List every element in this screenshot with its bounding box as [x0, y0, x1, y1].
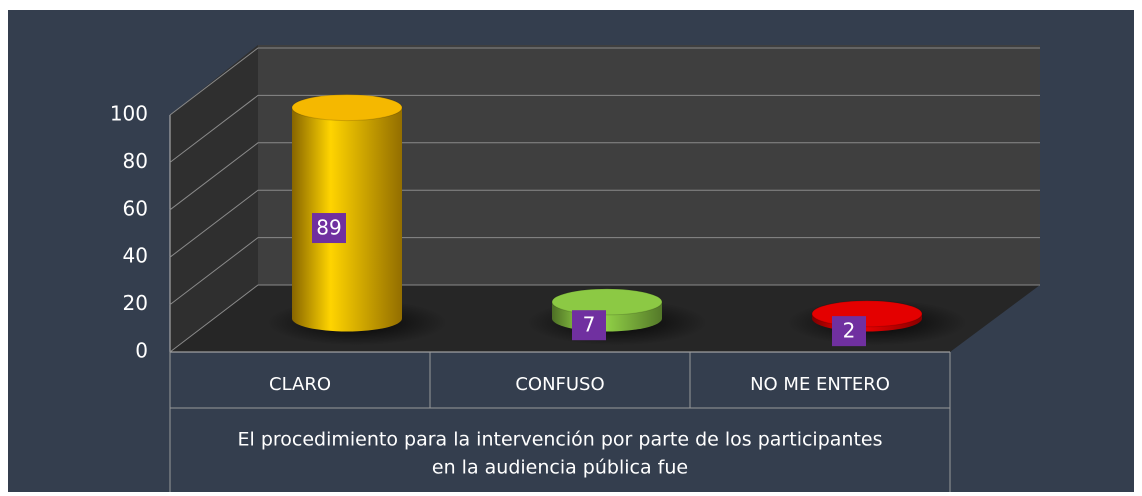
x-axis-label: en la audiencia pública fue [432, 457, 688, 479]
value-label: 7 [583, 313, 596, 337]
grid-line [169, 142, 1040, 211]
grid-line [169, 284, 1040, 353]
side-wall [170, 45, 258, 352]
grid-line [169, 94, 1040, 163]
value-label-box [312, 213, 346, 244]
y-tick-label: 20 [123, 291, 148, 315]
y-tick-label: 80 [123, 149, 148, 173]
x-tick-label: CLARO [269, 374, 331, 395]
value-label: 2 [843, 319, 856, 343]
x-axis-label: El procedimiento para la intervención po… [238, 429, 883, 451]
value-label-box [572, 310, 606, 341]
x-tick-label: CONFUSO [515, 374, 604, 395]
grid-line [169, 47, 1040, 116]
value-label: 89 [316, 216, 341, 240]
bar-top [291, 94, 403, 122]
y-tick-label: 0 [135, 339, 148, 363]
value-label-box [832, 316, 866, 347]
bar-top [551, 288, 663, 316]
y-tick-label: 60 [123, 196, 148, 220]
y-tick-label: 100 [110, 102, 148, 126]
back-wall [258, 45, 1040, 285]
grid-line [169, 237, 1040, 305]
y-tick-label: 40 [123, 244, 148, 268]
bar [292, 107, 402, 332]
x-tick-label: NO ME ENTERO [750, 374, 890, 395]
bar-top [811, 300, 923, 328]
grid-line [169, 189, 1040, 258]
